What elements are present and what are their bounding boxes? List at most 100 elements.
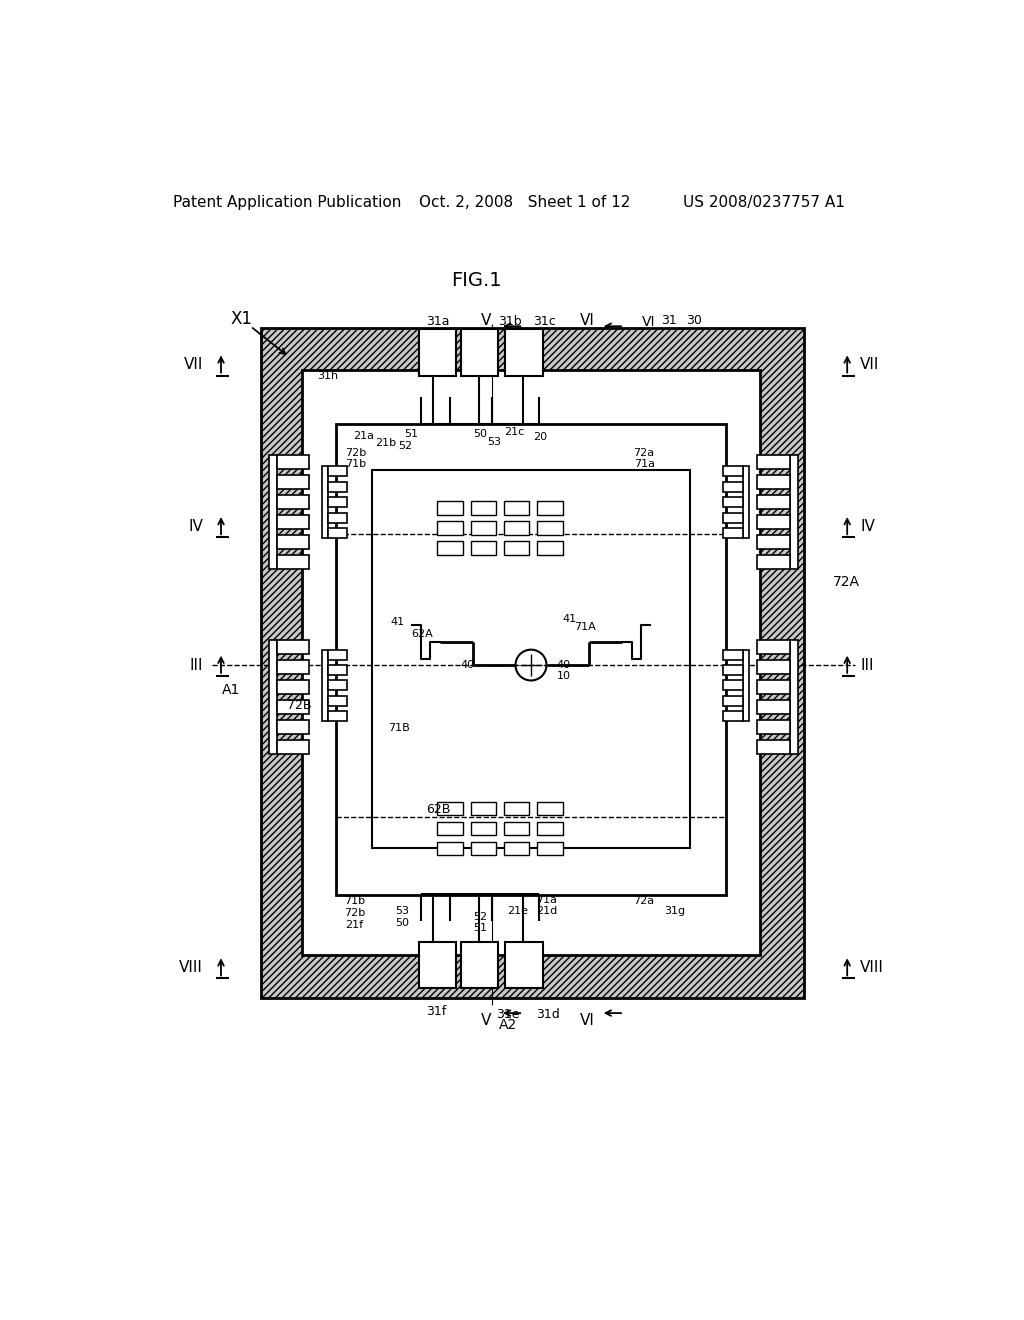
Bar xyxy=(723,681,742,690)
Text: Patent Application Publication: Patent Application Publication xyxy=(173,195,401,210)
Text: III: III xyxy=(189,657,203,673)
Bar xyxy=(504,822,529,834)
Bar xyxy=(723,498,742,507)
Text: 40: 40 xyxy=(461,660,474,671)
Bar xyxy=(538,842,563,855)
Bar xyxy=(723,512,742,523)
Text: 31h: 31h xyxy=(317,371,339,380)
Bar xyxy=(723,696,742,706)
Text: 72a: 72a xyxy=(634,447,654,458)
Bar xyxy=(336,424,726,895)
Text: 50: 50 xyxy=(395,917,410,928)
Bar xyxy=(742,649,749,721)
Bar xyxy=(328,498,347,507)
Bar xyxy=(322,466,328,539)
Bar xyxy=(471,801,496,814)
Text: VI: VI xyxy=(581,313,595,327)
Bar xyxy=(471,541,496,554)
Text: IV: IV xyxy=(188,519,203,535)
Text: 31d: 31d xyxy=(537,1008,560,1022)
Text: 31f: 31f xyxy=(426,1005,446,1018)
Text: 72A: 72A xyxy=(834,576,860,589)
Bar xyxy=(276,700,309,714)
Bar xyxy=(437,521,463,535)
Text: 20: 20 xyxy=(534,432,548,442)
Text: 31c: 31c xyxy=(534,315,556,329)
Text: 10: 10 xyxy=(557,671,570,681)
Bar xyxy=(471,842,496,855)
Bar xyxy=(758,495,790,508)
Bar xyxy=(538,541,563,554)
Text: 50: 50 xyxy=(474,429,487,440)
Bar xyxy=(276,535,309,549)
Text: 21f: 21f xyxy=(345,920,364,929)
Bar xyxy=(538,801,563,814)
Bar xyxy=(328,649,347,660)
Text: VI: VI xyxy=(581,1014,595,1028)
Bar xyxy=(790,640,798,754)
Bar xyxy=(261,327,804,998)
Bar xyxy=(758,739,790,754)
Bar xyxy=(437,822,463,834)
Text: 31b: 31b xyxy=(499,315,522,329)
Text: 31e: 31e xyxy=(496,1008,519,1022)
Text: VII: VII xyxy=(183,358,203,372)
Text: 52: 52 xyxy=(473,912,487,921)
Text: A2: A2 xyxy=(499,1018,517,1032)
Text: FIG.1: FIG.1 xyxy=(452,271,502,289)
Text: 51: 51 xyxy=(473,924,486,933)
Bar xyxy=(276,515,309,529)
Bar xyxy=(328,665,347,675)
Text: 30: 30 xyxy=(686,314,701,326)
Bar xyxy=(506,330,543,376)
Bar xyxy=(276,660,309,673)
Bar xyxy=(504,801,529,814)
Text: 21c: 21c xyxy=(504,426,524,437)
Bar xyxy=(437,502,463,515)
Text: 52: 52 xyxy=(398,441,413,450)
Bar xyxy=(790,455,798,569)
Bar xyxy=(419,330,456,376)
Text: 21e: 21e xyxy=(507,907,528,916)
Text: V: V xyxy=(481,313,492,327)
Bar xyxy=(276,495,309,508)
Bar xyxy=(723,665,742,675)
Bar xyxy=(419,942,456,989)
Bar xyxy=(269,640,276,754)
Bar xyxy=(328,711,347,721)
Text: 21d: 21d xyxy=(536,907,557,916)
Bar xyxy=(504,521,529,535)
Text: 31g: 31g xyxy=(664,907,685,916)
Text: Oct. 2, 2008   Sheet 1 of 12: Oct. 2, 2008 Sheet 1 of 12 xyxy=(419,195,631,210)
Bar xyxy=(723,711,742,721)
Bar xyxy=(742,466,749,539)
Bar xyxy=(276,680,309,693)
Bar xyxy=(723,482,742,492)
Text: 71B: 71B xyxy=(388,723,411,733)
Bar xyxy=(471,502,496,515)
Bar xyxy=(302,370,760,956)
Bar xyxy=(506,942,543,989)
Text: V: V xyxy=(481,1014,492,1028)
Bar xyxy=(276,455,309,469)
Bar xyxy=(723,649,742,660)
Bar xyxy=(328,681,347,690)
Bar xyxy=(269,455,276,569)
Text: 40: 40 xyxy=(556,660,570,671)
Bar xyxy=(461,942,499,989)
Text: 41: 41 xyxy=(562,614,577,624)
Bar xyxy=(328,512,347,523)
Text: 72a: 72a xyxy=(634,896,654,907)
Text: 31: 31 xyxy=(662,314,677,326)
Bar xyxy=(758,640,790,653)
Bar xyxy=(276,475,309,488)
Text: X1: X1 xyxy=(231,310,253,327)
Bar xyxy=(538,822,563,834)
Bar xyxy=(758,455,790,469)
Bar xyxy=(372,470,690,847)
Bar xyxy=(328,466,347,477)
Text: 53: 53 xyxy=(395,907,410,916)
Text: 72b: 72b xyxy=(345,447,367,458)
Bar xyxy=(461,330,499,376)
Bar xyxy=(437,541,463,554)
